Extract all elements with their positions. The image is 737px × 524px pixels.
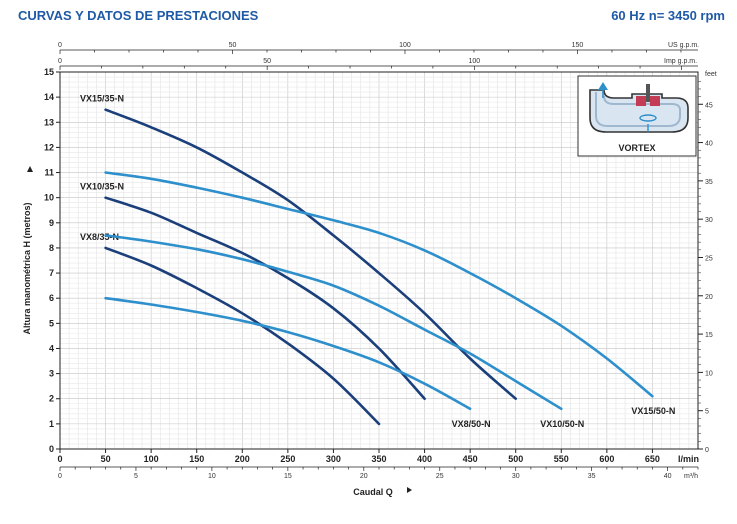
feet-tick-label: 30 — [705, 217, 713, 224]
y-tick-label: 11 — [44, 168, 54, 178]
top-axes: 0 50 100 150 0 50 100 — [58, 42, 698, 70]
y-tick-label: 3 — [49, 369, 54, 379]
feet-tick-label: 35 — [705, 179, 713, 186]
y-tick-label: 1 — [49, 419, 54, 429]
y-axis-label: Altura manométrica H (metros) — [22, 202, 32, 334]
series-label-vx10-35-n: VX10/35-N — [80, 182, 124, 192]
impgpm-tick-label: 100 — [468, 58, 480, 65]
lmin-tick-label: 450 — [463, 454, 478, 464]
series-label-vx15-50-n: VX15/50-N — [631, 406, 675, 416]
series-label-vx8-35-n: VX8/35-N — [80, 232, 119, 242]
series-label-vx15-35-n: VX15/35-N — [80, 94, 124, 104]
lmin-tick-label: 50 — [101, 454, 111, 464]
y-tick-label: 6 — [49, 293, 54, 303]
m3h-tick-label: 40 — [664, 473, 672, 480]
vortex-logo: VORTEX — [577, 75, 697, 157]
lmin-tick-label: 0 — [57, 454, 62, 464]
y-tick-label: 4 — [49, 343, 54, 353]
y-tick-label: 2 — [49, 394, 54, 404]
lmin-tick-label: 400 — [417, 454, 432, 464]
lmin-tick-label: 150 — [189, 454, 204, 464]
usgpm-tick-label: 150 — [572, 42, 584, 49]
m3h-tick-label: 5 — [134, 473, 138, 480]
y-tick-label: 5 — [49, 318, 54, 328]
feet-axis: 0 5 10 15 20 25 30 35 40 45 — [698, 80, 713, 454]
m3h-tick-label: 15 — [284, 473, 292, 480]
usgpm-tick-label: 0 — [58, 42, 62, 49]
feet-tick-label: 25 — [705, 255, 713, 262]
bottom-axes: 0 50 100 150 200 250 300 350 400 450 500 550 600 650 0… — [57, 449, 699, 480]
lmin-tick-label: 250 — [280, 454, 295, 464]
m3h-tick-label: 25 — [436, 473, 444, 480]
lmin-tick-label: 600 — [599, 454, 614, 464]
frequency-speed-label: 60 Hz n= 3450 rpm — [611, 8, 725, 23]
curve-vx15-50-n — [104, 171, 654, 398]
impgpm-tick-label: 50 — [263, 58, 271, 65]
m3h-tick-label: 30 — [512, 473, 520, 480]
curve-vx15-35-n — [104, 108, 517, 400]
y-tick-label: 14 — [44, 92, 54, 102]
impgpm-tick-label: 0 — [58, 58, 62, 65]
lmin-tick-label: 350 — [371, 454, 386, 464]
x-axis-label: Caudal Q — [353, 487, 393, 497]
m3h-tick-label: 10 — [208, 473, 216, 480]
y-tick-label: 8 — [49, 243, 54, 253]
series-label-vx10-50-n: VX10/50-N — [540, 419, 584, 429]
curve-vx8-50-n — [104, 296, 472, 411]
curve-vx10-50-n — [104, 234, 563, 411]
curve-vx8-35-n — [104, 246, 381, 426]
m3h-tick-label: 0 — [58, 473, 62, 480]
feet-tick-label: 40 — [705, 141, 713, 148]
series-label-vx8-50-n: VX8/50-N — [452, 419, 491, 429]
lmin-tick-label: 550 — [554, 454, 569, 464]
lmin-tick-label: 650 — [645, 454, 660, 464]
feet-tick-label: 5 — [705, 409, 709, 416]
m3h-tick-label: 20 — [360, 473, 368, 480]
y-tick-label: 13 — [44, 117, 54, 127]
y-axis-arrow-icon — [27, 166, 33, 172]
feet-tick-label: 45 — [705, 102, 713, 109]
lmin-tick-label: 100 — [144, 454, 159, 464]
lmin-tick-label: 300 — [326, 454, 341, 464]
page-title: CURVAS Y DATOS DE PRESTACIONES — [18, 8, 259, 23]
feet-tick-label: 0 — [705, 447, 709, 454]
y-tick-label: 12 — [44, 142, 54, 152]
vortex-logo-text: VORTEX — [618, 143, 655, 153]
lmin-tick-label: 200 — [235, 454, 250, 464]
feet-axis-label: feet — [705, 71, 717, 78]
impgpm-axis-label: Imp g.p.m. — [664, 58, 697, 65]
feet-tick-label: 10 — [705, 370, 713, 377]
y-tick-label: 7 — [49, 268, 54, 278]
m3h-tick-label: 35 — [588, 473, 596, 480]
y-tick-label: 10 — [44, 193, 54, 203]
x-axis-arrow-icon — [407, 487, 412, 493]
lmin-tick-label: 500 — [508, 454, 523, 464]
pump-curves: VX15/35-N VX10/35-N VX8/35-N VX15/50-N VX10/… — [80, 94, 675, 429]
usgpm-axis-label: US g.p.m. — [668, 42, 699, 49]
y-tick-label: 0 — [49, 444, 54, 454]
usgpm-tick-label: 100 — [399, 42, 411, 49]
m3h-axis-label: m³/h — [684, 473, 698, 480]
feet-tick-label: 20 — [705, 294, 713, 301]
feet-tick-label: 15 — [705, 332, 713, 339]
usgpm-tick-label: 50 — [229, 42, 237, 49]
vortex-impeller-icon — [589, 82, 689, 133]
lmin-axis-label: l/min — [678, 454, 699, 464]
y-tick-label: 15 — [44, 67, 54, 77]
y-tick-label: 9 — [49, 218, 54, 228]
